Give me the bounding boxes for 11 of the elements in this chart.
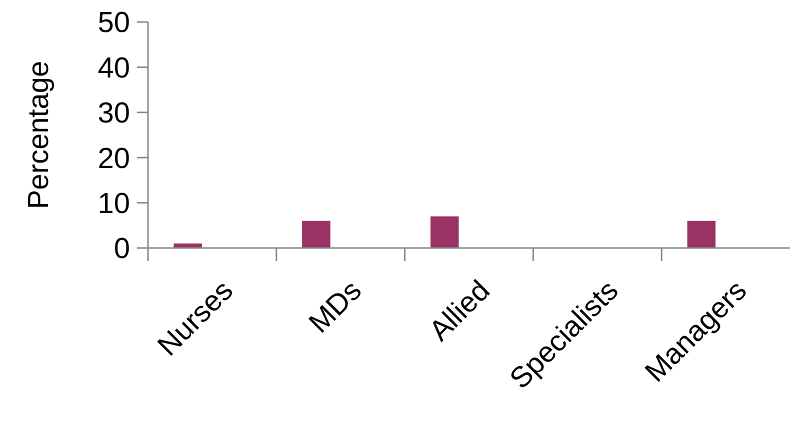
- y-tick-label: 0: [114, 233, 130, 266]
- y-tick-label: 50: [98, 7, 130, 40]
- x-tick-label: MDs: [303, 274, 368, 340]
- y-tick-label: 30: [98, 98, 130, 130]
- y-tick-label: 20: [98, 142, 130, 175]
- bar: [430, 216, 459, 248]
- y-tick-label: 40: [98, 52, 130, 84]
- y-tick-label: 10: [98, 188, 130, 220]
- bar: [687, 220, 716, 248]
- y-axis-title: Percentage: [23, 60, 55, 210]
- bar: [302, 220, 330, 248]
